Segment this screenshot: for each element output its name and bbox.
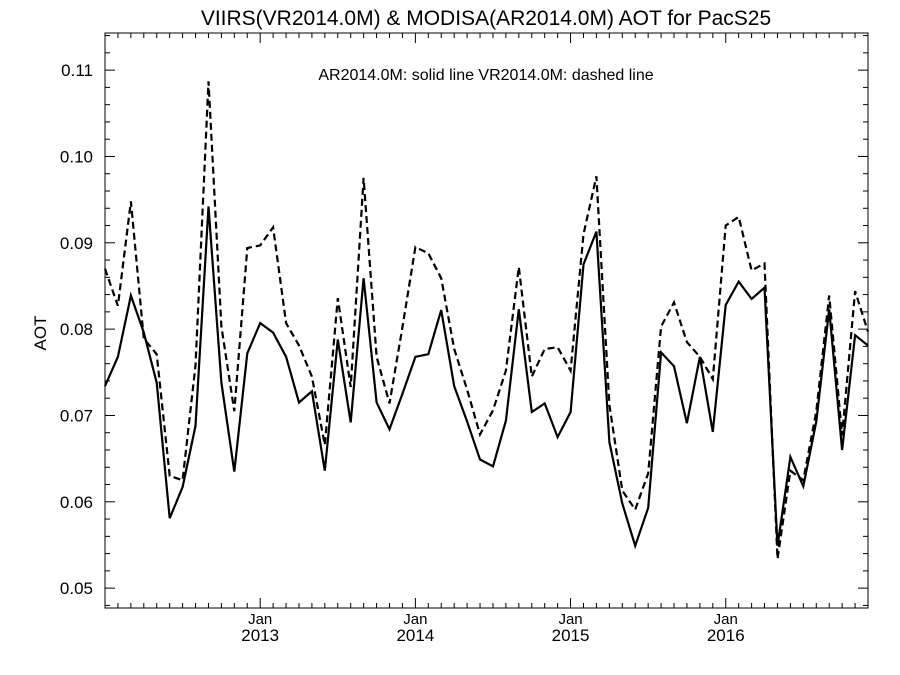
y-tick-label: 0.05 [60, 579, 93, 598]
series-line-dashed [103, 81, 870, 559]
y-tick-label: 0.06 [60, 493, 93, 512]
x-tick-label-year: 2014 [396, 626, 434, 645]
y-tick-label: 0.07 [60, 406, 93, 425]
y-tick-label: 0.10 [60, 147, 93, 166]
series-line-solid [103, 206, 869, 550]
chart-title: VIIRS(VR2014.0M) & MODISA(AR2014.0M) AOT… [201, 7, 771, 30]
x-tick-label-month: Jan [248, 611, 272, 628]
y-tick-label: 0.08 [60, 320, 93, 339]
x-tick-label-month: Jan [558, 611, 582, 628]
y-tick-label: 0.11 [61, 61, 93, 80]
x-tick-label-year: 2016 [707, 626, 745, 645]
series-layer [103, 81, 870, 559]
x-tick-label-year: 2013 [241, 626, 279, 645]
plot-frame [104, 32, 869, 609]
y-tick-label: 0.09 [60, 234, 93, 253]
axes-layer: 0.050.060.070.080.090.100.11Jan2013Jan20… [60, 33, 869, 645]
x-tick-label-year: 2015 [552, 626, 590, 645]
x-tick-label-month: Jan [403, 611, 427, 628]
y-axis-label: AOT [31, 316, 50, 351]
legend-text: AR2014.0M: solid line VR2014.0M: dashed … [318, 67, 653, 84]
x-tick-label-month: Jan [714, 611, 738, 628]
